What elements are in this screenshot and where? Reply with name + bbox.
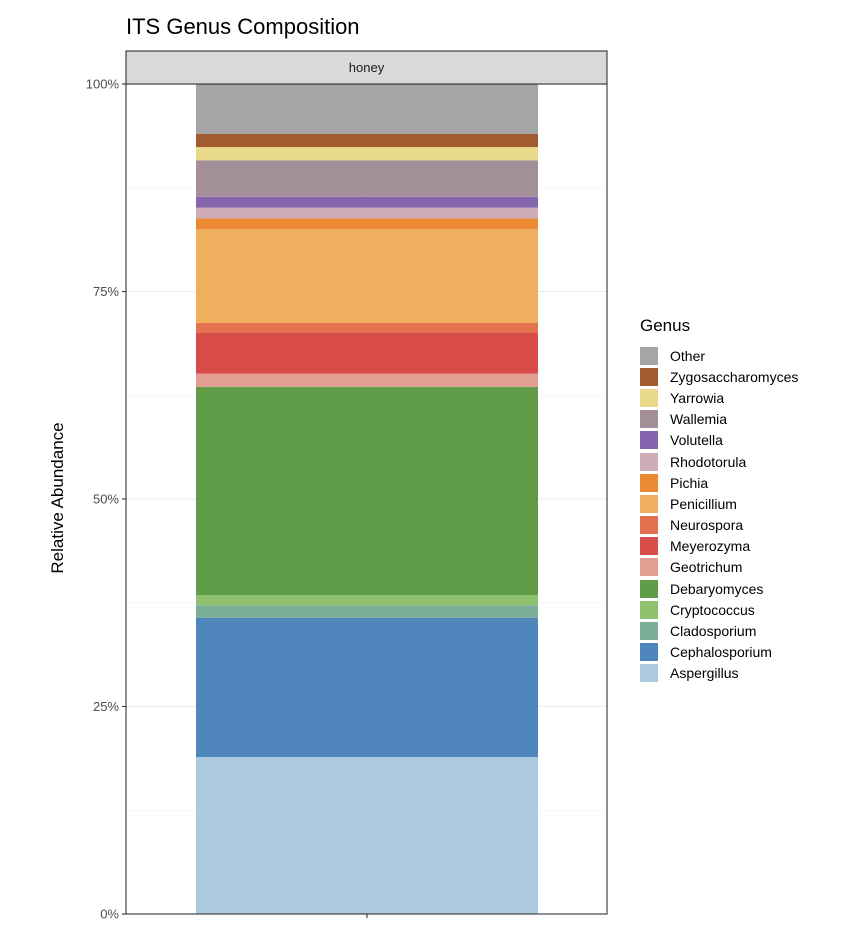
legend-label: Debaryomyces	[670, 580, 764, 597]
chart-title: ITS Genus Composition	[126, 14, 360, 39]
bar-segment-cladosporium	[196, 605, 538, 618]
legend-label: Neurospora	[670, 517, 744, 534]
bar-segment-volutella	[196, 196, 538, 208]
legend-label: Cephalosporium	[670, 644, 772, 661]
legend-key	[640, 494, 658, 513]
legend-key	[640, 643, 658, 662]
legend-item-other: Other	[640, 345, 798, 366]
bar-segment-rhodotorula	[196, 207, 538, 219]
legend-label: Other	[670, 347, 706, 364]
legend-label: Wallemia	[670, 411, 728, 428]
bar-segment-wallemia	[196, 160, 538, 197]
legend-key	[640, 473, 658, 492]
bar-segment-cryptococcus	[196, 595, 538, 606]
facet-strip-label: honey	[349, 60, 385, 75]
y-axis: 0% 25% 50% 75% 100%	[86, 77, 126, 922]
legend-item-pichia: Pichia	[640, 472, 798, 493]
legend-item-cephalosporium: Cephalosporium	[640, 642, 798, 663]
y-tick-label: 100%	[86, 77, 120, 92]
legend-label: Cryptococcus	[670, 601, 755, 618]
legend-key	[640, 600, 658, 619]
bar-segment-penicillium	[196, 229, 538, 324]
legend-key	[640, 410, 658, 429]
legend-item-neurospora: Neurospora	[640, 515, 798, 536]
legend-item-meyerozyma: Meyerozyma	[640, 536, 798, 557]
legend-key	[640, 664, 658, 683]
legend-item-penicillium: Penicillium	[640, 493, 798, 514]
legend-label: Pichia	[670, 474, 709, 491]
legend-items: Other Zygosaccharomyces Yarrowia Wallemia Vo…	[640, 345, 798, 684]
legend-item-yarrowia: Yarrowia	[640, 387, 798, 408]
legend-key	[640, 579, 658, 598]
legend-label: Yarrowia	[670, 389, 725, 406]
y-tick-label: 75%	[93, 284, 119, 299]
bar-segment-other	[196, 82, 538, 134]
legend-label: Aspergillus	[670, 665, 739, 682]
legend-key	[640, 537, 658, 556]
legend-label: Rhodotorula	[670, 453, 747, 470]
legend-item-rhodotorula: Rhodotorula	[640, 451, 798, 472]
legend-label: Geotrichum	[670, 559, 743, 576]
legend-key	[640, 516, 658, 535]
legend-item-debaryomyces: Debaryomyces	[640, 578, 798, 599]
legend-key	[640, 622, 658, 641]
bar-segment-meyerozyma	[196, 333, 538, 374]
legend-label: Meyerozyma	[670, 538, 751, 555]
legend-key	[640, 431, 658, 450]
stacked-bar	[196, 82, 538, 914]
y-tick-label: 25%	[93, 699, 119, 714]
legend-label: Penicillium	[670, 495, 737, 512]
bar-segment-yarrowia	[196, 147, 538, 161]
legend-item-zygosaccharomyces: Zygosaccharomyces	[640, 366, 798, 387]
bar-segment-pichia	[196, 218, 538, 230]
legend-item-cladosporium: Cladosporium	[640, 620, 798, 641]
legend-item-geotrichum: Geotrichum	[640, 557, 798, 578]
legend-key	[640, 367, 658, 386]
bar-segment-debaryomyces	[196, 386, 538, 596]
bar-segment-geotrichum	[196, 373, 538, 387]
legend-key	[640, 452, 658, 471]
legend-key	[640, 558, 658, 577]
bar-segment-cephalosporium	[196, 617, 538, 758]
y-tick-label: 50%	[93, 492, 119, 507]
facet-strip-background	[125, 50, 608, 85]
y-tick-label: 0%	[100, 907, 119, 922]
bar-segment-zygosaccharomyces	[196, 133, 538, 148]
bar-segment-neurospora	[196, 323, 538, 333]
facet-strip: honey	[125, 50, 608, 85]
bar-segment-aspergillus	[196, 757, 538, 914]
legend-item-wallemia: Wallemia	[640, 409, 798, 430]
legend-label: Cladosporium	[670, 623, 757, 640]
legend-key	[640, 346, 658, 365]
legend-item-aspergillus: Aspergillus	[640, 663, 798, 684]
legend-item-cryptococcus: Cryptococcus	[640, 599, 798, 620]
legend-label: Volutella	[670, 432, 723, 449]
legend-title: Genus	[640, 316, 691, 335]
legend: Genus Other Zygosaccharomyces Yarrowia Wall…	[640, 316, 798, 684]
legend-label: Zygosaccharomyces	[670, 368, 799, 385]
legend-item-volutella: Volutella	[640, 430, 798, 451]
legend-key	[640, 388, 658, 407]
